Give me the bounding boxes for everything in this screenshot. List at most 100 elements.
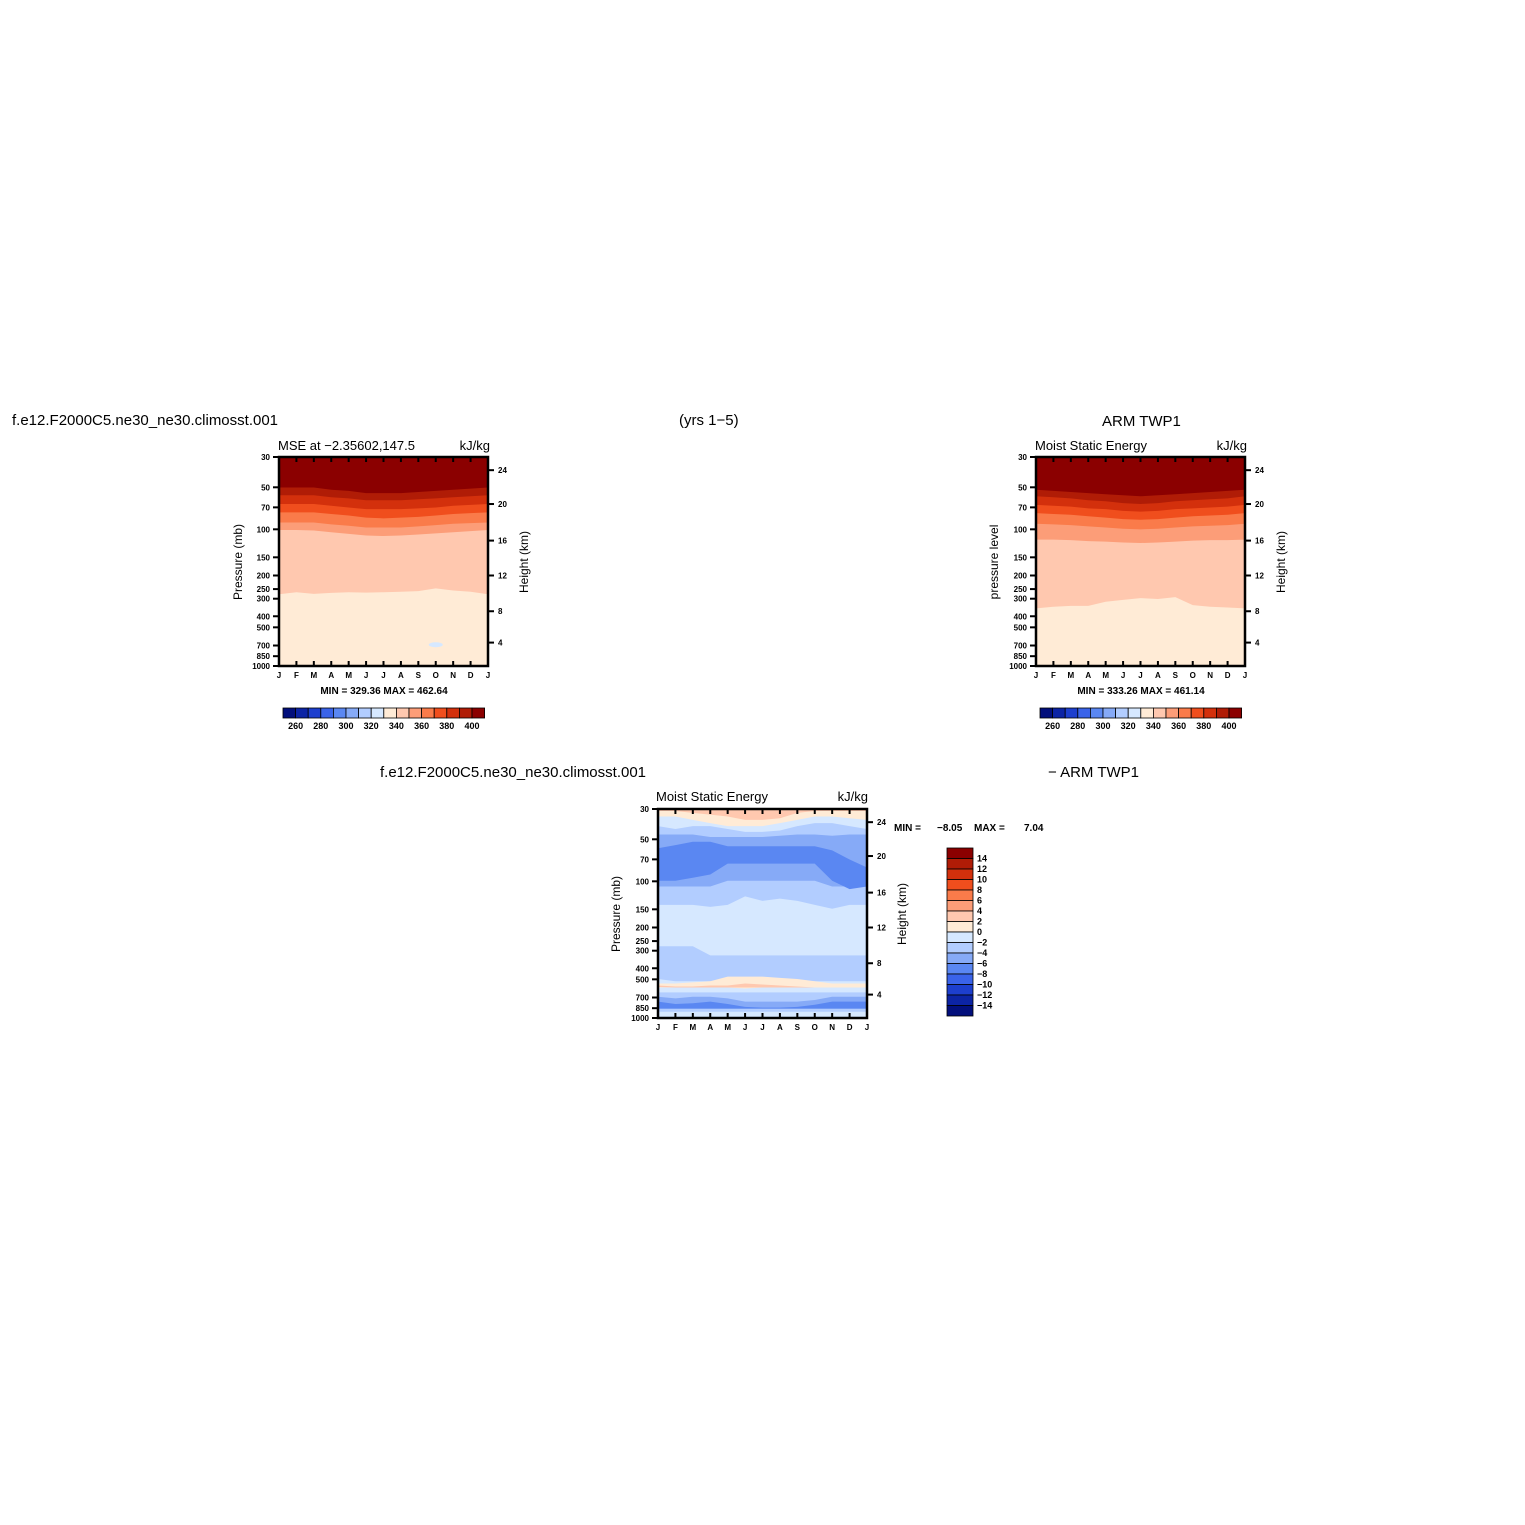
model-y-tick-label: 300 — [257, 595, 271, 604]
obs-y-tick-label: 150 — [1014, 553, 1028, 562]
diff-panel-title: Moist Static Energy — [656, 789, 768, 804]
diff-colorbar-label: −4 — [977, 948, 987, 958]
obs-colorbar-box — [1090, 707, 1104, 719]
model-panel-units: kJ/kg — [460, 438, 490, 453]
obs-y-tick-label: 1000 — [1009, 662, 1027, 671]
header-diff-case: f.e12.F2000C5.ne30_ne30.climosst.001 — [380, 764, 647, 781]
obs-y-tick-label: 500 — [1014, 623, 1028, 632]
diff-colorbar-label: 14 — [977, 854, 987, 864]
obs-y-tick-label: 50 — [1018, 483, 1027, 492]
diff-y-right-tick-label: 8 — [877, 959, 882, 968]
model-stats: MIN = 329.36 MAX = 462.64 — [320, 686, 448, 697]
diff-colorbar-box — [946, 858, 974, 870]
model-panel-title: MSE at −2.35602,147.5 — [278, 438, 415, 453]
diff-x-tick-label: O — [812, 1023, 818, 1032]
diff-colorbar-box — [946, 921, 974, 933]
obs-y-tick-label: 700 — [1014, 642, 1028, 651]
model-colorbar-box — [383, 707, 397, 719]
model-x-tick-label: O — [433, 671, 439, 680]
diff-band-upper-dark — [658, 841, 867, 890]
obs-x-tick-label: A — [1155, 671, 1161, 680]
diff-colorbar-label: 8 — [977, 885, 982, 895]
obs-colorbar-box — [1216, 707, 1230, 719]
model-colorbar-label: 380 — [439, 721, 454, 731]
diff-y-tick-label: 30 — [640, 805, 649, 814]
obs-y-tick-label: 70 — [1018, 503, 1027, 512]
diff-colorbar-box — [946, 910, 974, 922]
diff-colorbar-label: 2 — [977, 917, 982, 927]
diff-y-axis-right-label: Height (km) — [895, 883, 909, 945]
obs-colorbar-box — [1039, 707, 1054, 719]
obs-x-tick-label: J — [1121, 671, 1125, 680]
obs-colorbar-box — [1178, 707, 1192, 719]
diff-band-pbl-dark — [658, 1001, 867, 1009]
diff-y-tick-label: 250 — [636, 937, 650, 946]
model-colorbar-label: 320 — [364, 721, 379, 731]
diff-colorbar-label: 6 — [977, 896, 982, 906]
diff-y-tick-label: 50 — [640, 835, 649, 844]
diff-colorbar-box — [946, 1005, 974, 1017]
diff-x-tick-label: F — [673, 1023, 678, 1032]
obs-y-tick-label: 250 — [1014, 585, 1028, 594]
obs-panel-units: kJ/kg — [1217, 438, 1247, 453]
diff-x-tick-label: S — [795, 1023, 801, 1032]
model-y-right-tick-label: 16 — [498, 537, 507, 546]
model-colorbar-box — [295, 707, 309, 719]
diff-colorbar-box — [946, 984, 974, 996]
obs-colorbar-box — [1228, 707, 1243, 719]
diff-x-tick-label: A — [777, 1023, 783, 1032]
obs-colorbar-box — [1140, 707, 1154, 719]
diff-colorbar-label: 12 — [977, 864, 987, 874]
diff-y-right-tick-label: 20 — [877, 852, 886, 861]
model-colorbar-label: 340 — [389, 721, 404, 731]
obs-panel-title: Moist Static Energy — [1035, 438, 1147, 453]
model-y-tick-label: 100 — [257, 525, 271, 534]
obs-colorbar-label: 360 — [1171, 721, 1186, 731]
obs-y-right-tick-label: 16 — [1255, 537, 1264, 546]
diff-colorbar-box — [946, 931, 974, 943]
header-years: (yrs 1−5) — [679, 412, 739, 429]
diff-y-tick-label: 400 — [636, 964, 650, 973]
obs-colorbar-box — [1127, 707, 1142, 719]
diff-colorbar-label: 4 — [977, 906, 982, 916]
diff-panel-units: kJ/kg — [838, 789, 868, 804]
diff-x-tick-label: A — [707, 1023, 713, 1032]
model-y-right-tick-label: 24 — [498, 466, 507, 475]
diff-y-right-tick-label: 4 — [877, 991, 882, 1000]
diff-colorbar-box — [946, 963, 974, 975]
model-colorbar-label: 300 — [338, 721, 353, 731]
diff-x-tick-label: J — [760, 1023, 764, 1032]
obs-colorbar-box — [1115, 707, 1129, 719]
model-x-tick-label: N — [450, 671, 456, 680]
model-colorbar-label: 280 — [313, 721, 328, 731]
diff-colorbar-box — [946, 879, 974, 891]
obs-colorbar-box — [1052, 707, 1066, 719]
model-colorbar-box — [345, 707, 360, 719]
diff-stats-max: 7.04 — [1024, 823, 1044, 834]
diff-colorbar-label: −10 — [977, 980, 992, 990]
model-colorbar-box — [307, 707, 322, 719]
diff-y-right-tick-label: 16 — [877, 889, 886, 898]
obs-x-tick-label: J — [1138, 671, 1142, 680]
obs-colorbar-box — [1190, 707, 1205, 719]
diff-y-axis-label: Pressure (mb) — [609, 876, 623, 952]
obs-y-axis-right-label: Height (km) — [1274, 531, 1288, 593]
model-x-tick-label: D — [468, 671, 474, 680]
model-fill-layer — [279, 457, 488, 666]
diff-colorbar-label: −6 — [977, 959, 987, 969]
obs-colorbar-label: 340 — [1146, 721, 1161, 731]
diff-band-mid-light — [658, 946, 867, 982]
obs-y-tick-label: 850 — [1014, 652, 1028, 661]
obs-y-axis-label: pressure level — [987, 525, 1001, 600]
model-colorbar-label: 360 — [414, 721, 429, 731]
header-diff-obs: − ARM TWP1 — [1048, 764, 1139, 781]
obs-colorbar-box — [1203, 707, 1217, 719]
obs-y-tick-label: 100 — [1014, 525, 1028, 534]
obs-x-tick-label: A — [1085, 671, 1091, 680]
obs-x-tick-label: F — [1051, 671, 1056, 680]
model-y-tick-label: 70 — [261, 503, 270, 512]
obs-y-right-tick-label: 4 — [1255, 639, 1260, 648]
model-y-tick-label: 30 — [261, 453, 270, 462]
diff-y-tick-label: 500 — [636, 975, 650, 984]
